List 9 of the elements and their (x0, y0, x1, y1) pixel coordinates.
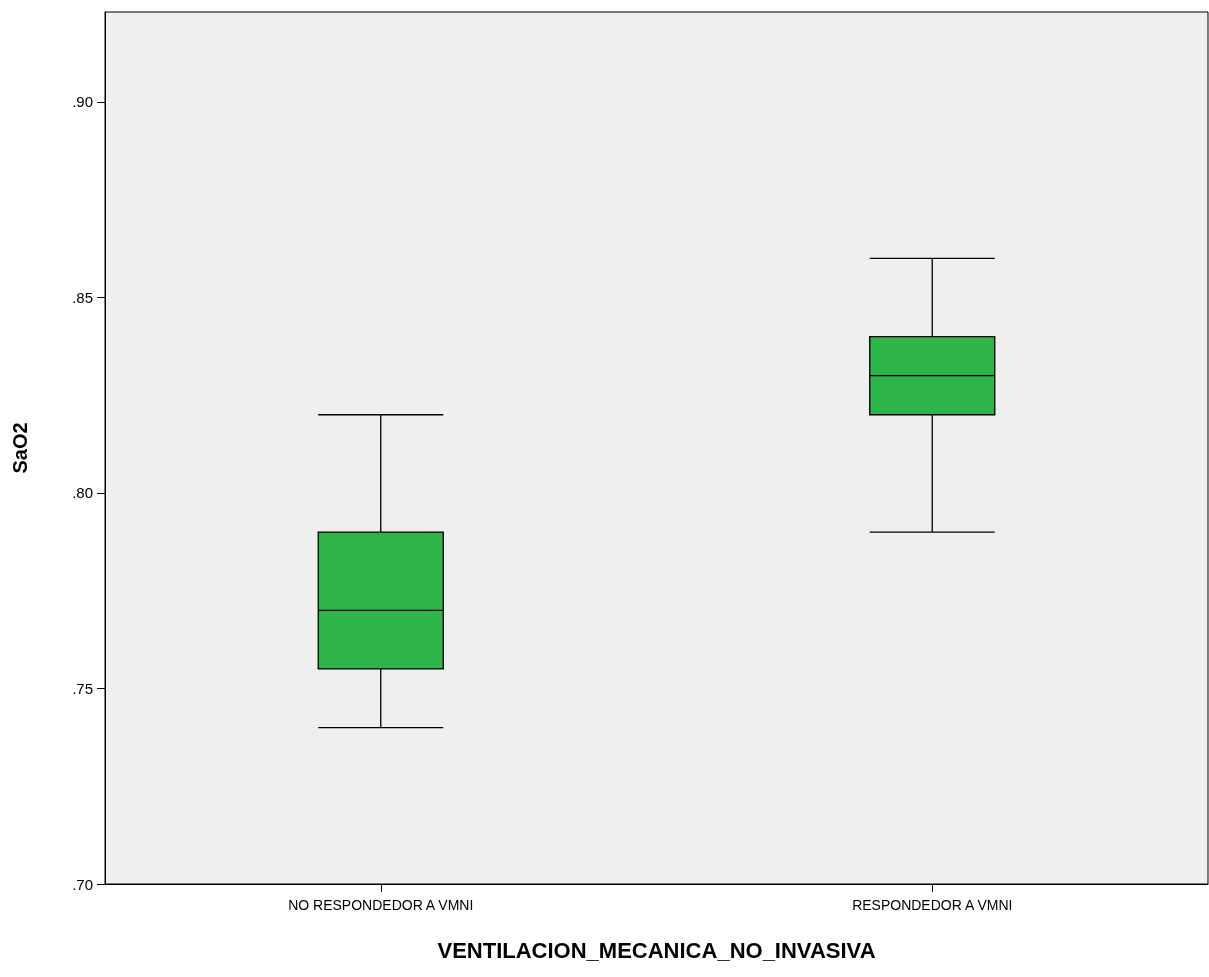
y-axis-title: SaO2 (9, 422, 31, 474)
x-tick-label: RESPONDEDOR A VMNI (852, 897, 1013, 913)
y-tick-label: .85 (72, 288, 93, 306)
x-tick-label: NO RESPONDEDOR A VMNI (288, 897, 474, 913)
x-axis-title: VENTILACION_MECANICA_NO_INVASIVA (437, 937, 876, 963)
y-tick-label: .75 (72, 679, 93, 697)
y-tick-label: .80 (72, 484, 93, 502)
y-tick-label: .70 (72, 875, 93, 893)
y-tick-label: .90 (72, 93, 93, 111)
